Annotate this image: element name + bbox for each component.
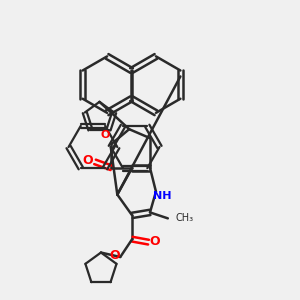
- Text: CH₃: CH₃: [175, 213, 194, 224]
- Text: O: O: [82, 154, 93, 167]
- Text: O: O: [150, 235, 160, 248]
- Text: NH: NH: [153, 191, 171, 201]
- Text: O: O: [101, 130, 110, 140]
- Text: O: O: [110, 249, 120, 262]
